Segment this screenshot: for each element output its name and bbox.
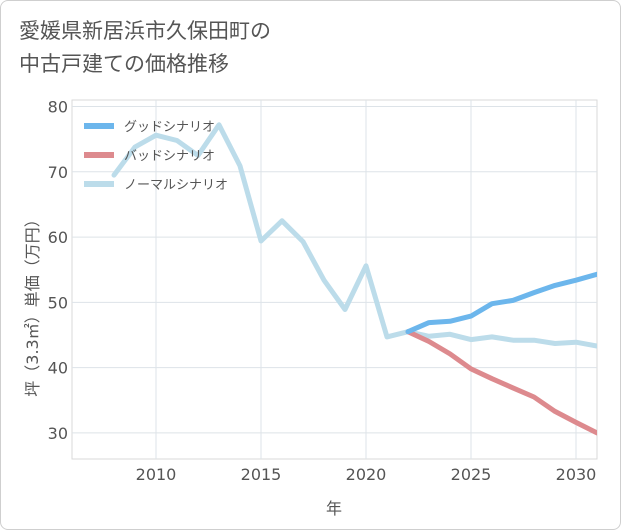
y-axis-label: 坪（3.3㎡）単価（万円） <box>23 211 42 396</box>
y-axis-ticks: 30 40 50 60 70 80 <box>48 98 68 443</box>
y-tick-40: 40 <box>48 359 68 378</box>
chart-title: 愛媛県新居浜市久保田町の 中古戸建ての価格推移 <box>19 15 271 81</box>
x-tick-2010: 2010 <box>136 465 177 484</box>
legend-label-2: ノーマルシナリオ <box>124 178 228 193</box>
chart-title-line-2: 中古戸建ての価格推移 <box>19 52 229 76</box>
plot-area <box>71 99 598 460</box>
x-tick-2015: 2015 <box>241 465 282 484</box>
y-tick-80: 80 <box>48 98 68 117</box>
y-tick-50: 50 <box>48 293 68 312</box>
y-tick-70: 70 <box>48 163 68 182</box>
series-line-0 <box>405 271 597 335</box>
y-tick-30: 30 <box>48 424 68 443</box>
x-tick-2020: 2020 <box>346 465 387 484</box>
chart-title-line-1: 愛媛県新居浜市久保田町の <box>19 19 271 43</box>
x-axis-ticks: 2010 2015 2020 2025 2030 <box>136 465 597 484</box>
series-layer <box>111 122 597 436</box>
series-line-1 <box>405 329 597 436</box>
x-tick-2025: 2025 <box>451 465 492 484</box>
legend-label-1: バッドシナリオ <box>124 149 215 164</box>
legend-label-0: グッドシナリオ <box>124 120 215 135</box>
y-tick-60: 60 <box>48 228 68 247</box>
grid-lines <box>72 100 597 459</box>
x-axis-label: 年 <box>326 499 342 518</box>
x-tick-2030: 2030 <box>556 465 597 484</box>
series-line-2 <box>111 122 597 349</box>
